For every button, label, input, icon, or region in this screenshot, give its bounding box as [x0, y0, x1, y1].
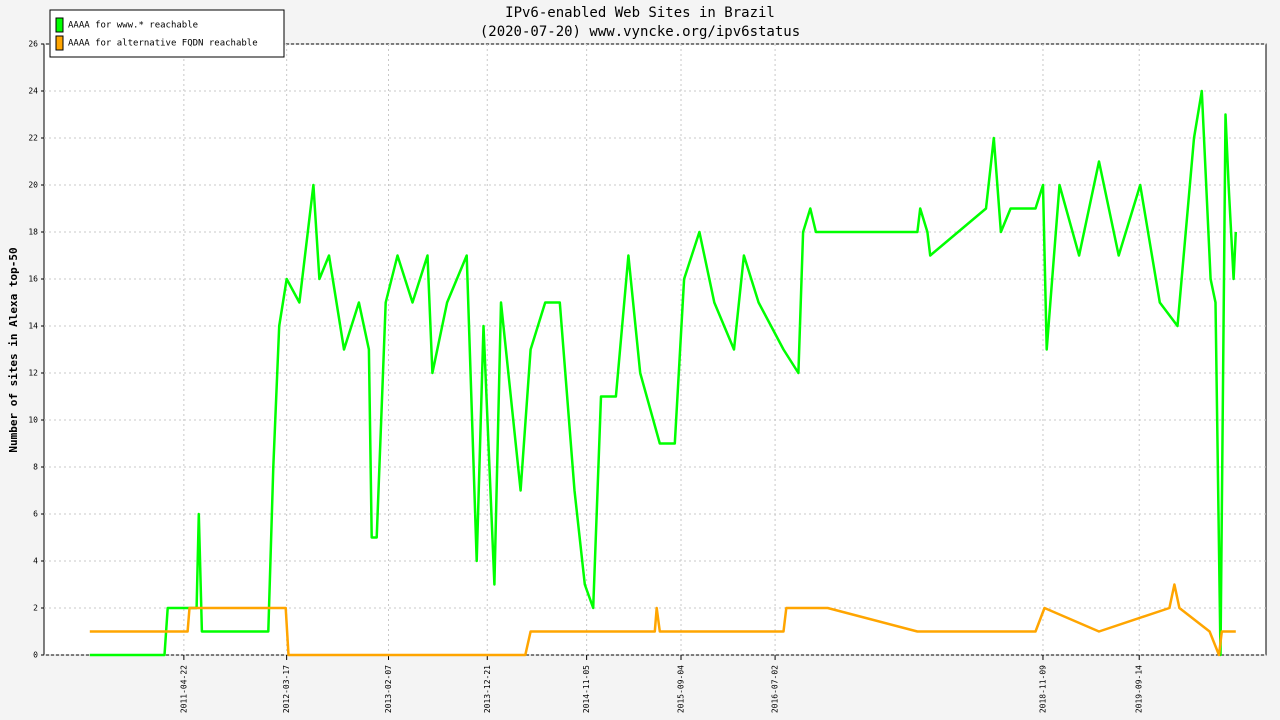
- x-tick-label: 2016-07-02: [771, 665, 780, 713]
- y-tick-label: 20: [28, 181, 38, 190]
- y-tick-label: 8: [33, 463, 38, 472]
- legend-label: AAAA for www.* reachable: [68, 21, 198, 31]
- chart-subtitle: (2020-07-20) www.vyncke.org/ipv6status: [480, 24, 800, 40]
- chart-title: IPv6-enabled Web Sites in Brazil: [505, 5, 775, 21]
- y-tick-label: 18: [28, 228, 38, 237]
- x-tick-label: 2014-11-05: [582, 665, 591, 713]
- y-tick-label: 0: [33, 651, 38, 660]
- x-tick-label: 2011-04-22: [179, 665, 188, 713]
- y-tick-label: 26: [28, 40, 38, 49]
- x-tick-label: 2012-03-17: [282, 665, 291, 713]
- y-tick-label: 16: [28, 275, 38, 284]
- legend-box: [49, 9, 285, 58]
- series-line: [89, 89, 1238, 657]
- y-tick-label: 6: [33, 510, 38, 519]
- y-tick-label: 24: [28, 87, 38, 96]
- y-axis-label: Number of sites in Alexa top-50: [7, 247, 20, 452]
- x-tick-label: 2013-12-21: [483, 665, 492, 713]
- x-tick-label: 2018-11-09: [1038, 665, 1047, 713]
- plot-area: [43, 43, 1267, 656]
- y-tick-label: 14: [28, 322, 38, 331]
- legend-swatch: [55, 35, 64, 51]
- x-tick-label: 2015-09-04: [677, 665, 686, 713]
- y-tick-label: 2: [33, 604, 38, 613]
- legend-swatch: [55, 17, 64, 33]
- x-tick-label: 2019-09-14: [1135, 665, 1144, 713]
- y-tick-label: 22: [28, 134, 38, 143]
- x-tick-label: 2013-02-07: [384, 665, 393, 713]
- series-line: [89, 583, 1236, 657]
- legend-label: AAAA for alternative FQDN reachable: [68, 39, 258, 49]
- y-tick-label: 10: [28, 416, 38, 425]
- y-tick-label: 4: [33, 557, 38, 566]
- y-tick-label: 12: [28, 369, 38, 378]
